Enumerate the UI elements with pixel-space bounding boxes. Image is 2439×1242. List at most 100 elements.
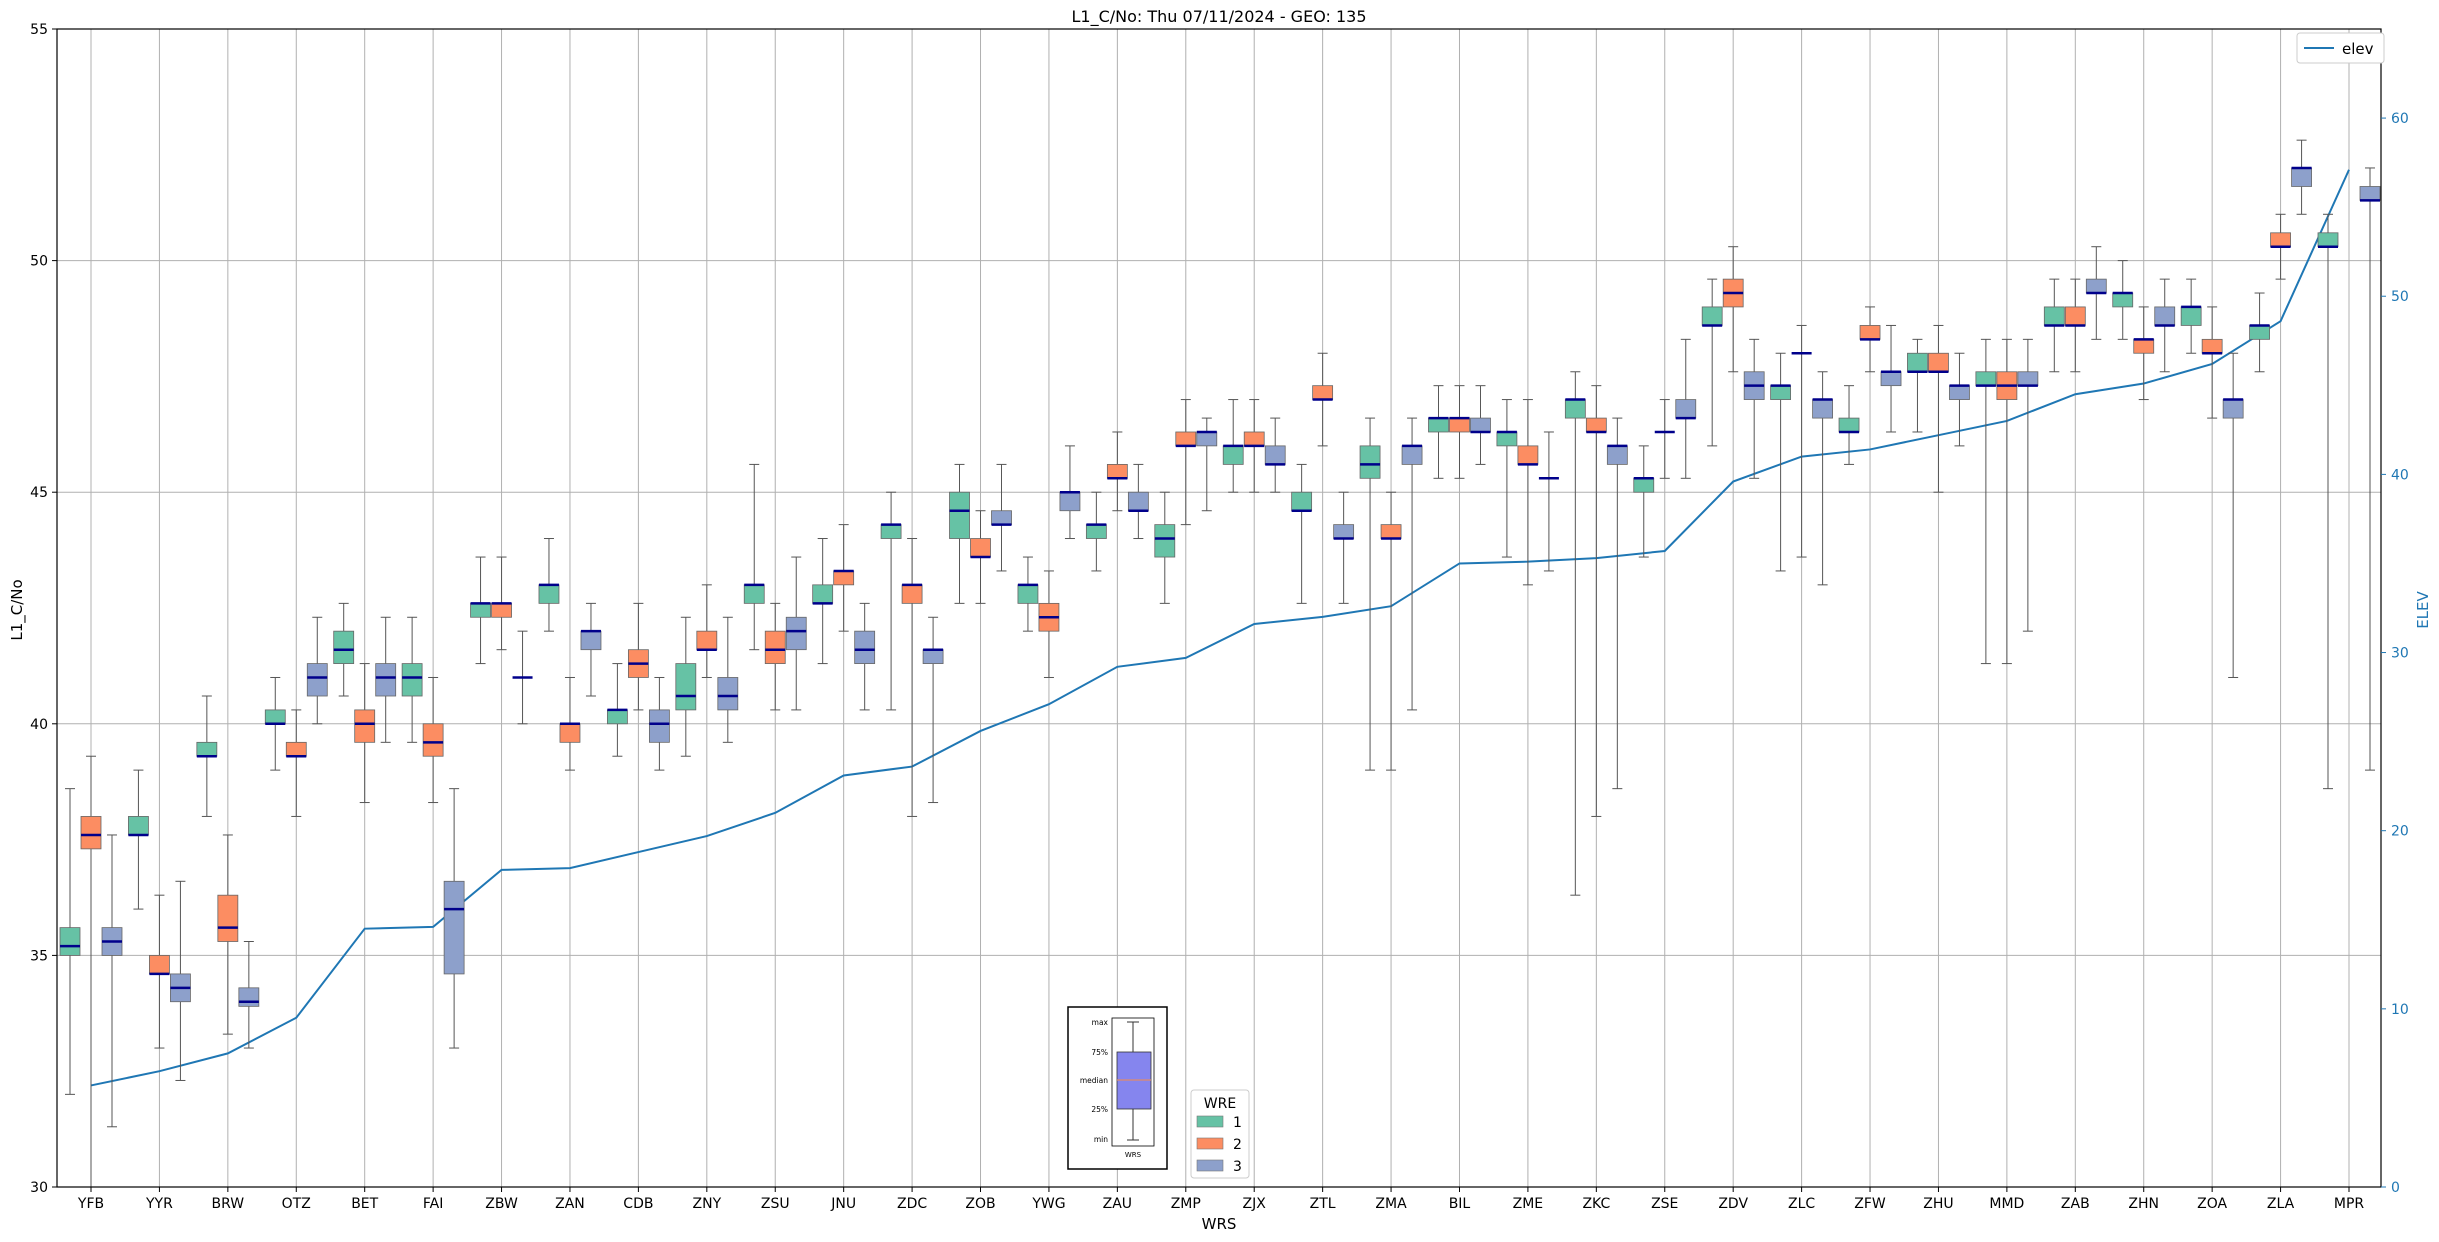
iqr-box	[422, 723, 444, 757]
box-zdv-wre2	[1722, 246, 1744, 373]
y2-tick-label: 40	[2391, 467, 2409, 483]
iqr-box	[922, 649, 944, 664]
iqr-box	[217, 894, 239, 942]
iqr-box	[149, 955, 170, 975]
y2-axis-label: ELEV	[2414, 590, 2432, 628]
iqr-box	[1564, 399, 1586, 419]
x-tick-label: ZMP	[1171, 1196, 1201, 1212]
box-zau-wre3	[1127, 463, 1149, 540]
y2-tick-label: 60	[2391, 111, 2409, 127]
x-tick-label: ZSU	[761, 1196, 790, 1212]
iqr-box	[285, 741, 307, 757]
box-zhu-wre2	[1928, 324, 1949, 493]
box-zab-wre2	[2064, 278, 2086, 373]
box-zlc-wre2	[1791, 324, 1812, 558]
box-zmp-wre3	[1196, 417, 1218, 512]
iqr-box	[354, 709, 376, 743]
box-zma-wre2	[1380, 491, 1402, 771]
box-ztl-wre2	[1312, 352, 1334, 447]
box-zdv-wre3	[1743, 338, 1765, 479]
iqr-box	[606, 709, 628, 725]
x-tick-label: ZOA	[2197, 1196, 2227, 1212]
iqr-box	[743, 584, 765, 604]
y-tick-label: 55	[30, 22, 48, 38]
x-tick-label: BIL	[1449, 1196, 1471, 1212]
box-zsu-wre2	[764, 602, 786, 711]
iqr-box	[2085, 278, 2107, 294]
box-jnu-wre1	[812, 538, 834, 665]
iqr-box	[1243, 431, 1265, 447]
key-label-max: max	[1092, 1018, 1109, 1027]
y2-tick-label: 20	[2391, 824, 2409, 840]
box-zme-wre3	[1538, 431, 1559, 572]
box-jnu-wre2	[833, 524, 855, 632]
box-zlc-wre3	[1812, 371, 1834, 586]
box-ywg-wre1	[1017, 556, 1039, 632]
x-tick-label: ZAB	[2061, 1196, 2090, 1212]
wre-legend-title: WRE	[1204, 1096, 1236, 1112]
iqr-box	[1106, 464, 1128, 479]
wre-legend-swatch-2	[1196, 1137, 1224, 1150]
box-ztl-wre3	[1333, 491, 1355, 604]
box-zjx-wre2	[1243, 399, 1265, 493]
wre-legend-label-2: 2	[1233, 1137, 1242, 1153]
box-zhn-wre1	[2112, 260, 2134, 340]
wre-legend-label-3: 3	[1233, 1159, 1242, 1175]
box-zla-wre2	[2270, 213, 2291, 280]
x-tick-label: ZLA	[2267, 1196, 2295, 1212]
iqr-box	[1585, 417, 1607, 433]
iqr-box	[1154, 524, 1176, 558]
wre-legend-swatch-3	[1196, 1159, 1224, 1172]
box-cdb-wre2	[627, 602, 649, 711]
box-zkc-wre2	[1585, 385, 1607, 817]
x-tick-label: ZAN	[555, 1196, 585, 1212]
box-zmp-wre2	[1175, 399, 1197, 526]
box-zdc-wre2	[901, 538, 923, 817]
iqr-box	[375, 663, 397, 697]
box-mpr-wre1	[2317, 213, 2339, 790]
box-bet-wre3	[375, 616, 397, 743]
box-zjx-wre3	[1264, 417, 1286, 493]
box-zoa-wre3	[2222, 352, 2244, 678]
box-zny-wre1	[675, 616, 697, 757]
elev-line-layer	[90, 169, 2350, 1087]
elev-legend: elev	[2296, 32, 2385, 64]
iqr-box	[559, 723, 581, 743]
iqr-box	[833, 570, 855, 586]
iqr-box	[880, 524, 902, 539]
wre-legend-swatch-1	[1196, 1115, 1224, 1128]
iqr-box	[306, 663, 328, 697]
box-zhu-wre3	[1949, 352, 1970, 447]
iqr-box	[538, 584, 560, 604]
iqr-box	[2064, 306, 2086, 326]
iqr-box	[401, 663, 423, 697]
iqr-box	[1949, 385, 1970, 400]
iqr-box	[443, 880, 465, 975]
iqr-box	[1859, 325, 1881, 340]
x-tick-label: ZJX	[1243, 1196, 1267, 1212]
box-zau-wre1	[1085, 491, 1107, 572]
x-tick-label: ZSE	[1651, 1196, 1678, 1212]
box-cdb-wre1	[606, 663, 628, 757]
box-zob-wre3	[991, 463, 1012, 572]
x-tick-label: YFB	[77, 1196, 104, 1212]
key-inset-xlabel: WRS	[1125, 1151, 1142, 1159]
iqr-box	[580, 630, 602, 651]
chart-title: L1_C/No: Thu 07/11/2024 - GEO: 135	[1071, 7, 1366, 27]
iqr-box	[1380, 524, 1402, 539]
iqr-box	[785, 616, 807, 651]
x-tick-label: ZME	[1513, 1196, 1544, 1212]
y2-tick-label: 30	[2391, 646, 2409, 662]
box-bet-wre1	[333, 602, 355, 697]
box-brw-wre1	[196, 695, 218, 817]
box-zan-wre3	[580, 602, 602, 697]
iqr-box	[2154, 306, 2176, 326]
box-yfb-wre2	[80, 755, 102, 1188]
box-brw-wre3	[238, 941, 260, 1049]
x-tick-label: ZHN	[2128, 1196, 2159, 1212]
iqr-box	[1017, 584, 1039, 604]
box-zfw-wre2	[1859, 306, 1881, 373]
box-zhn-wre3	[2154, 278, 2176, 373]
iqr-box	[470, 602, 491, 618]
